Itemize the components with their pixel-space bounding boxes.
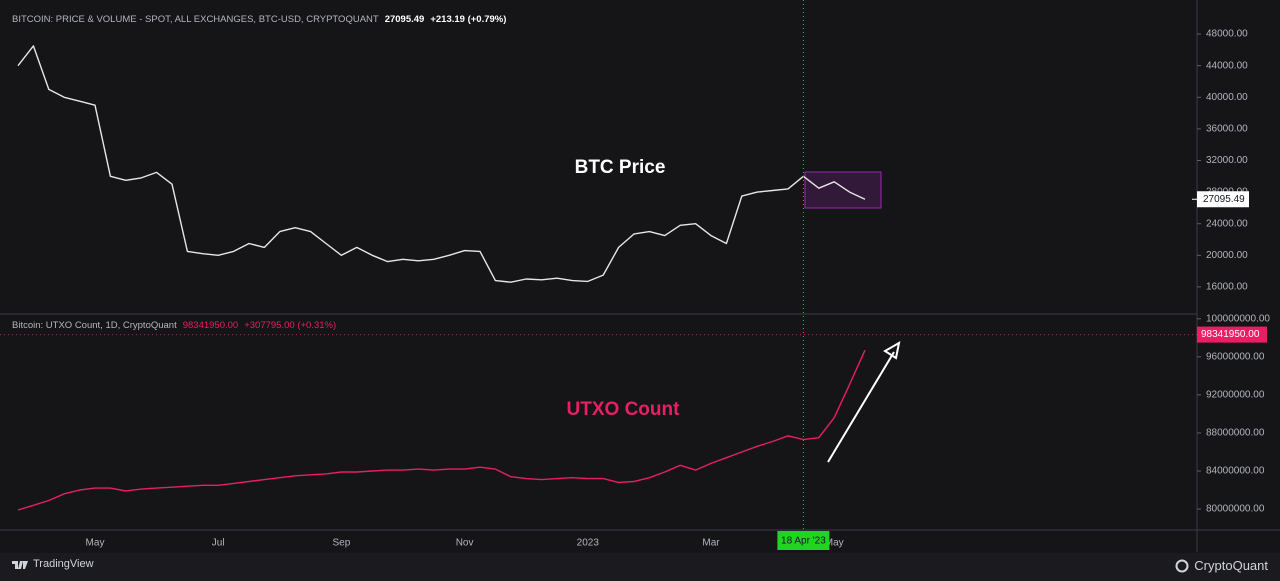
y-tick-label: 44000.00	[1206, 60, 1248, 71]
y-tick-label: 20000.00	[1206, 250, 1248, 261]
footer-right: CryptoQuant	[1175, 558, 1268, 573]
y-tick-label: 88000000.00	[1206, 428, 1265, 439]
x-tick-label: 2023	[577, 538, 600, 549]
x-tick-label: May	[86, 538, 105, 549]
x-tick-label: Nov	[456, 538, 474, 549]
y-tick-label: 16000.00	[1206, 282, 1248, 293]
brand: CryptoQuant	[1194, 558, 1268, 573]
x-tick-label: Jul	[212, 538, 225, 549]
last-value-box	[1197, 191, 1249, 208]
y-tick-label: 40000.00	[1206, 92, 1248, 103]
brand: TradingView	[33, 558, 94, 570]
last-value-box	[1197, 326, 1267, 343]
x-tick-label: May	[825, 538, 844, 549]
y-tick-label: 80000000.00	[1206, 504, 1265, 515]
header-value: 27095.49	[384, 14, 425, 25]
footer-bar	[0, 553, 1280, 581]
series-line	[17, 349, 866, 511]
logo	[12, 561, 28, 569]
y-tick-label: 32000.00	[1206, 155, 1248, 166]
x-tick-label: Sep	[333, 538, 351, 549]
logo	[1175, 559, 1189, 572]
highlight-box	[804, 171, 882, 209]
y-tick-label: 92000000.00	[1206, 390, 1265, 401]
utxo-header: Bitcoin: UTXO Count, 1D, CryptoQuant 983…	[12, 320, 336, 331]
crosshair-label-box	[777, 531, 830, 550]
header-title: BITCOIN: PRICE & VOLUME - SPOT, ALL EXCH…	[12, 14, 379, 25]
crosshair-label: 18 Apr '23	[781, 536, 826, 547]
trend-arrow	[827, 351, 895, 463]
header-title: Bitcoin: UTXO Count, 1D, CryptoQuant	[12, 320, 177, 331]
y-tick-label: 84000000.00	[1206, 466, 1265, 477]
annotation: BTC Price	[575, 157, 666, 178]
annotation: UTXO Count	[567, 399, 681, 420]
header-change: +307795.00 (+0.31%)	[244, 320, 337, 331]
y-tick-label: 24000.00	[1206, 218, 1248, 229]
header-value: 98341950.00	[182, 320, 239, 331]
y-tick-label: 96000000.00	[1206, 351, 1265, 362]
trend-arrow-head	[883, 341, 901, 360]
x-tick-label: Mar	[702, 538, 720, 549]
header-change: +213.19 (+0.79%)	[430, 14, 507, 25]
last-value-label: 98341950.00	[1201, 329, 1260, 340]
y-tick-label: 48000.00	[1206, 29, 1248, 40]
y-tick-label: 36000.00	[1206, 124, 1248, 135]
last-value-label: 27095.49	[1203, 194, 1245, 205]
y-tick-label: 100000000.00	[1206, 313, 1270, 324]
series-line	[17, 45, 866, 283]
footer-left: TradingView	[12, 558, 94, 570]
price-header: BITCOIN: PRICE & VOLUME - SPOT, ALL EXCH…	[12, 14, 506, 25]
